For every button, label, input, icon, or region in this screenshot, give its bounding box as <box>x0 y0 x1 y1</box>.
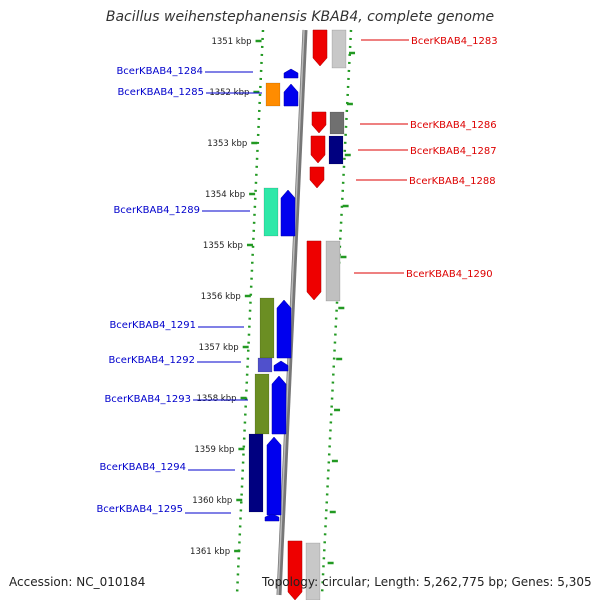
reverse-gene-label: BcerKBAB4_1290 <box>406 269 493 280</box>
forward-gene-label: BcerKBAB4_1292 <box>108 355 195 366</box>
forward-gene-label: BcerKBAB4_1293 <box>104 394 191 405</box>
forward-gene-label: BcerKBAB4_1285 <box>117 87 204 98</box>
forward-gene-category-box <box>257 357 273 373</box>
reverse-gene-label: BcerKBAB4_1287 <box>410 146 497 157</box>
accession-text: Accession: NC_010184 <box>9 575 146 589</box>
reverse-gene-label: BcerKBAB4_1286 <box>410 120 497 131</box>
forward-gene-arrow <box>280 189 296 237</box>
forward-gene-arrow <box>276 299 292 359</box>
scale-tick-label: 1361 kbp <box>190 547 230 557</box>
reverse-gene-arrow <box>312 29 328 67</box>
forward-gene-label: BcerKBAB4_1291 <box>109 320 196 331</box>
reverse-gene-category-box <box>329 111 345 135</box>
forward-gene-category-box <box>265 82 281 107</box>
forward-gene-arrow <box>271 375 287 435</box>
reverse-gene-arrow <box>310 135 326 164</box>
forward-gene-label: BcerKBAB4_1289 <box>113 205 200 216</box>
forward-gene-category-box <box>254 373 270 435</box>
forward-gene-arrow <box>273 360 289 372</box>
scale-tick-label: 1357 kbp <box>199 343 239 353</box>
forward-gene-category-box <box>263 187 279 237</box>
scale-tick-label: 1358 kbp <box>196 394 236 404</box>
scale-tick-label: 1351 kbp <box>211 37 251 47</box>
reverse-gene-arrow <box>311 111 327 134</box>
reverse-gene-label: BcerKBAB4_1288 <box>409 176 496 187</box>
scale-tick-label: 1359 kbp <box>194 445 234 455</box>
reverse-gene-category-box <box>331 29 347 69</box>
scale-tick-label: 1354 kbp <box>205 190 245 200</box>
reverse-gene-category-box <box>305 542 321 600</box>
genome-title: Bacillus weihenstephanensis KBAB4, compl… <box>105 9 495 25</box>
scale-tick-label: 1356 kbp <box>201 292 241 302</box>
reverse-gene-arrow <box>287 540 303 600</box>
forward-gene-arrow <box>283 68 299 79</box>
forward-gene-category-box <box>248 433 264 513</box>
scale-tick-label: 1360 kbp <box>192 496 232 506</box>
forward-gene-label: BcerKBAB4_1295 <box>96 504 183 515</box>
reverse-gene-arrow <box>309 166 325 189</box>
forward-gene-label: BcerKBAB4_1284 <box>116 66 203 77</box>
scale-tick-label: 1353 kbp <box>207 139 247 149</box>
reverse-gene-label: BcerKBAB4_1283 <box>411 36 498 47</box>
forward-gene-label: BcerKBAB4_1294 <box>99 462 186 473</box>
forward-gene-arrow <box>266 436 282 516</box>
reverse-gene-category-box <box>325 240 341 302</box>
forward-gene-category-box <box>259 297 275 359</box>
genome-backbone-highlight <box>277 29 305 596</box>
reverse-gene-arrow <box>306 240 322 301</box>
scale-tick-label: 1355 kbp <box>203 241 243 251</box>
forward-gene-arrow <box>264 513 280 522</box>
genome-backbone <box>276 29 308 596</box>
topology-text: Topology: circular; Length: 5,262,775 bp… <box>262 575 592 589</box>
reverse-gene-category-box <box>328 135 344 165</box>
forward-gene-arrow <box>283 83 299 107</box>
